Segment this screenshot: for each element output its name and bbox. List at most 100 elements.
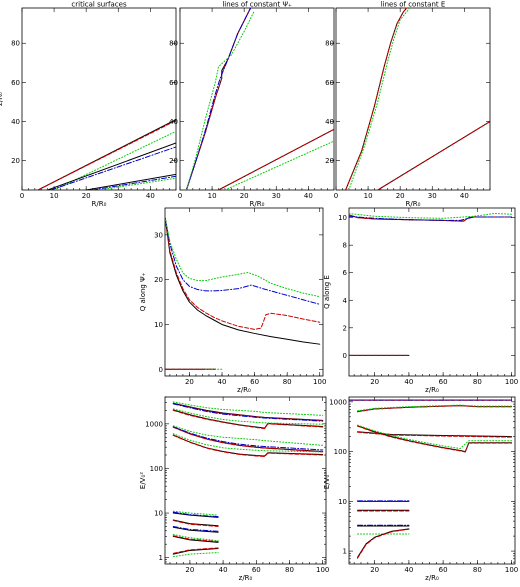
- panel-energy: 0 10 20 30 40 20 40 60 80 lines of constant E R/R₀: [325, 1, 491, 208]
- y-tick-label: 1000: [329, 398, 347, 406]
- x-tick-label: 80: [473, 378, 482, 386]
- series-line: [172, 426, 324, 453]
- series-line: [98, 177, 176, 190]
- y-tick-label: 80: [325, 40, 334, 48]
- x-tick-label: 40: [219, 566, 228, 574]
- x-tick-label: 100: [316, 566, 329, 574]
- y-axis-label: E/V₀²: [139, 472, 147, 489]
- x-tick-label: 40: [146, 192, 155, 200]
- plot-frame: [164, 207, 324, 377]
- series-line: [172, 519, 219, 527]
- series-line: [50, 146, 176, 190]
- series-line: [172, 434, 324, 458]
- series-line: [172, 403, 324, 422]
- x-axis-label: z/R₀: [425, 574, 439, 582]
- panel-e-e: 20 40 60 80 100 1 10 100 1000 z/R₀ E/V₀²: [323, 396, 518, 582]
- series-line: [165, 216, 321, 345]
- series-line: [172, 525, 219, 532]
- x-tick-label: 80: [473, 566, 482, 574]
- x-tick-label: 60: [439, 378, 448, 386]
- x-tick-label: 0: [334, 192, 338, 200]
- x-tick-label: 80: [283, 378, 292, 386]
- series-line: [172, 552, 219, 558]
- series-line: [165, 216, 321, 305]
- series-line: [357, 431, 513, 438]
- series-line: [185, 8, 252, 190]
- chart-title: lines of constant E: [381, 1, 446, 9]
- series-line: [185, 8, 252, 190]
- y-tick-label: 10: [338, 214, 347, 222]
- x-tick-label: 60: [252, 566, 261, 574]
- y-tick-label: 30: [154, 231, 163, 239]
- x-tick-label: 60: [250, 378, 259, 386]
- y-tick-label: 6: [343, 269, 348, 277]
- y-tick-label: 100: [150, 465, 163, 473]
- plot-frame: [164, 396, 327, 565]
- series-line: [357, 425, 513, 453]
- chart-title: critical surfaces: [71, 1, 127, 9]
- x-tick-label: 0: [20, 192, 24, 200]
- y-tick-label: 1: [343, 548, 347, 556]
- y-tick-label: 20: [325, 157, 334, 165]
- x-tick-label: 100: [313, 378, 326, 386]
- x-tick-label: 20: [370, 378, 379, 386]
- series-line: [172, 535, 219, 543]
- series-line: [357, 424, 513, 450]
- x-tick-label: 30: [272, 192, 281, 200]
- series-line: [172, 548, 219, 555]
- y-tick-label: 60: [169, 79, 178, 87]
- series-line: [357, 405, 513, 412]
- series-line: [172, 510, 219, 516]
- panel-q-e: 20 40 60 80 100 0 2 4 6 8 10 z/R₀ Q along E: [323, 207, 518, 394]
- panel-q-psi: 20 40 60 80 100 0 10 20 30 z/R₀ Q along Ψ₊: [139, 207, 326, 394]
- series-line: [165, 216, 321, 298]
- series-line: [349, 215, 513, 221]
- series-line: [357, 528, 410, 559]
- series-line: [172, 511, 219, 518]
- x-tick-label: 60: [439, 566, 448, 574]
- plot-frame: [21, 7, 177, 191]
- x-axis-label: R/R₀: [92, 200, 107, 208]
- x-tick-label: 40: [404, 378, 413, 386]
- series-line: [172, 534, 219, 542]
- y-tick-label: 0: [159, 366, 163, 374]
- x-tick-label: 10: [364, 192, 373, 200]
- x-tick-label: 80: [285, 566, 294, 574]
- y-axis-label: E/V₀²: [323, 472, 331, 489]
- x-tick-label: 100: [505, 378, 518, 386]
- series-line: [47, 142, 176, 190]
- series-line: [172, 408, 324, 425]
- series-line: [185, 11, 255, 190]
- x-axis-label: R/R₀: [406, 200, 421, 208]
- series-line: [172, 409, 324, 430]
- plot-frame: [348, 207, 516, 377]
- series-line: [172, 526, 219, 533]
- series-line: [172, 403, 324, 422]
- y-tick-label: 80: [11, 40, 20, 48]
- y-tick-label: 1: [159, 554, 163, 562]
- x-axis-label: z/R₀: [237, 386, 251, 394]
- series-line: [172, 425, 324, 446]
- y-tick-label: 8: [343, 242, 347, 250]
- y-tick-label: 60: [11, 79, 20, 87]
- series-line: [165, 216, 321, 330]
- plot-frame: [179, 7, 335, 191]
- x-tick-label: 20: [370, 566, 379, 574]
- y-tick-label: 20: [154, 276, 163, 284]
- x-tick-label: 20: [185, 378, 194, 386]
- y-tick-label: 100: [334, 448, 347, 456]
- series-line: [172, 547, 219, 554]
- y-tick-label: 10: [154, 321, 163, 329]
- y-tick-label: 1000: [145, 420, 163, 428]
- panel-critical: 0 10 20 30 40 20 40 60 80 critical surfaces R/R₀ z/…: [0, 1, 177, 208]
- series-line: [37, 120, 176, 190]
- series-line: [172, 535, 219, 543]
- x-tick-label: 100: [505, 566, 518, 574]
- series-line: [349, 213, 513, 219]
- x-tick-label: 40: [304, 192, 313, 200]
- series-line: [172, 402, 324, 421]
- y-tick-label: 80: [169, 40, 178, 48]
- y-axis-label: Q along E: [323, 275, 331, 309]
- series-line: [357, 528, 410, 558]
- y-tick-label: 10: [154, 510, 163, 518]
